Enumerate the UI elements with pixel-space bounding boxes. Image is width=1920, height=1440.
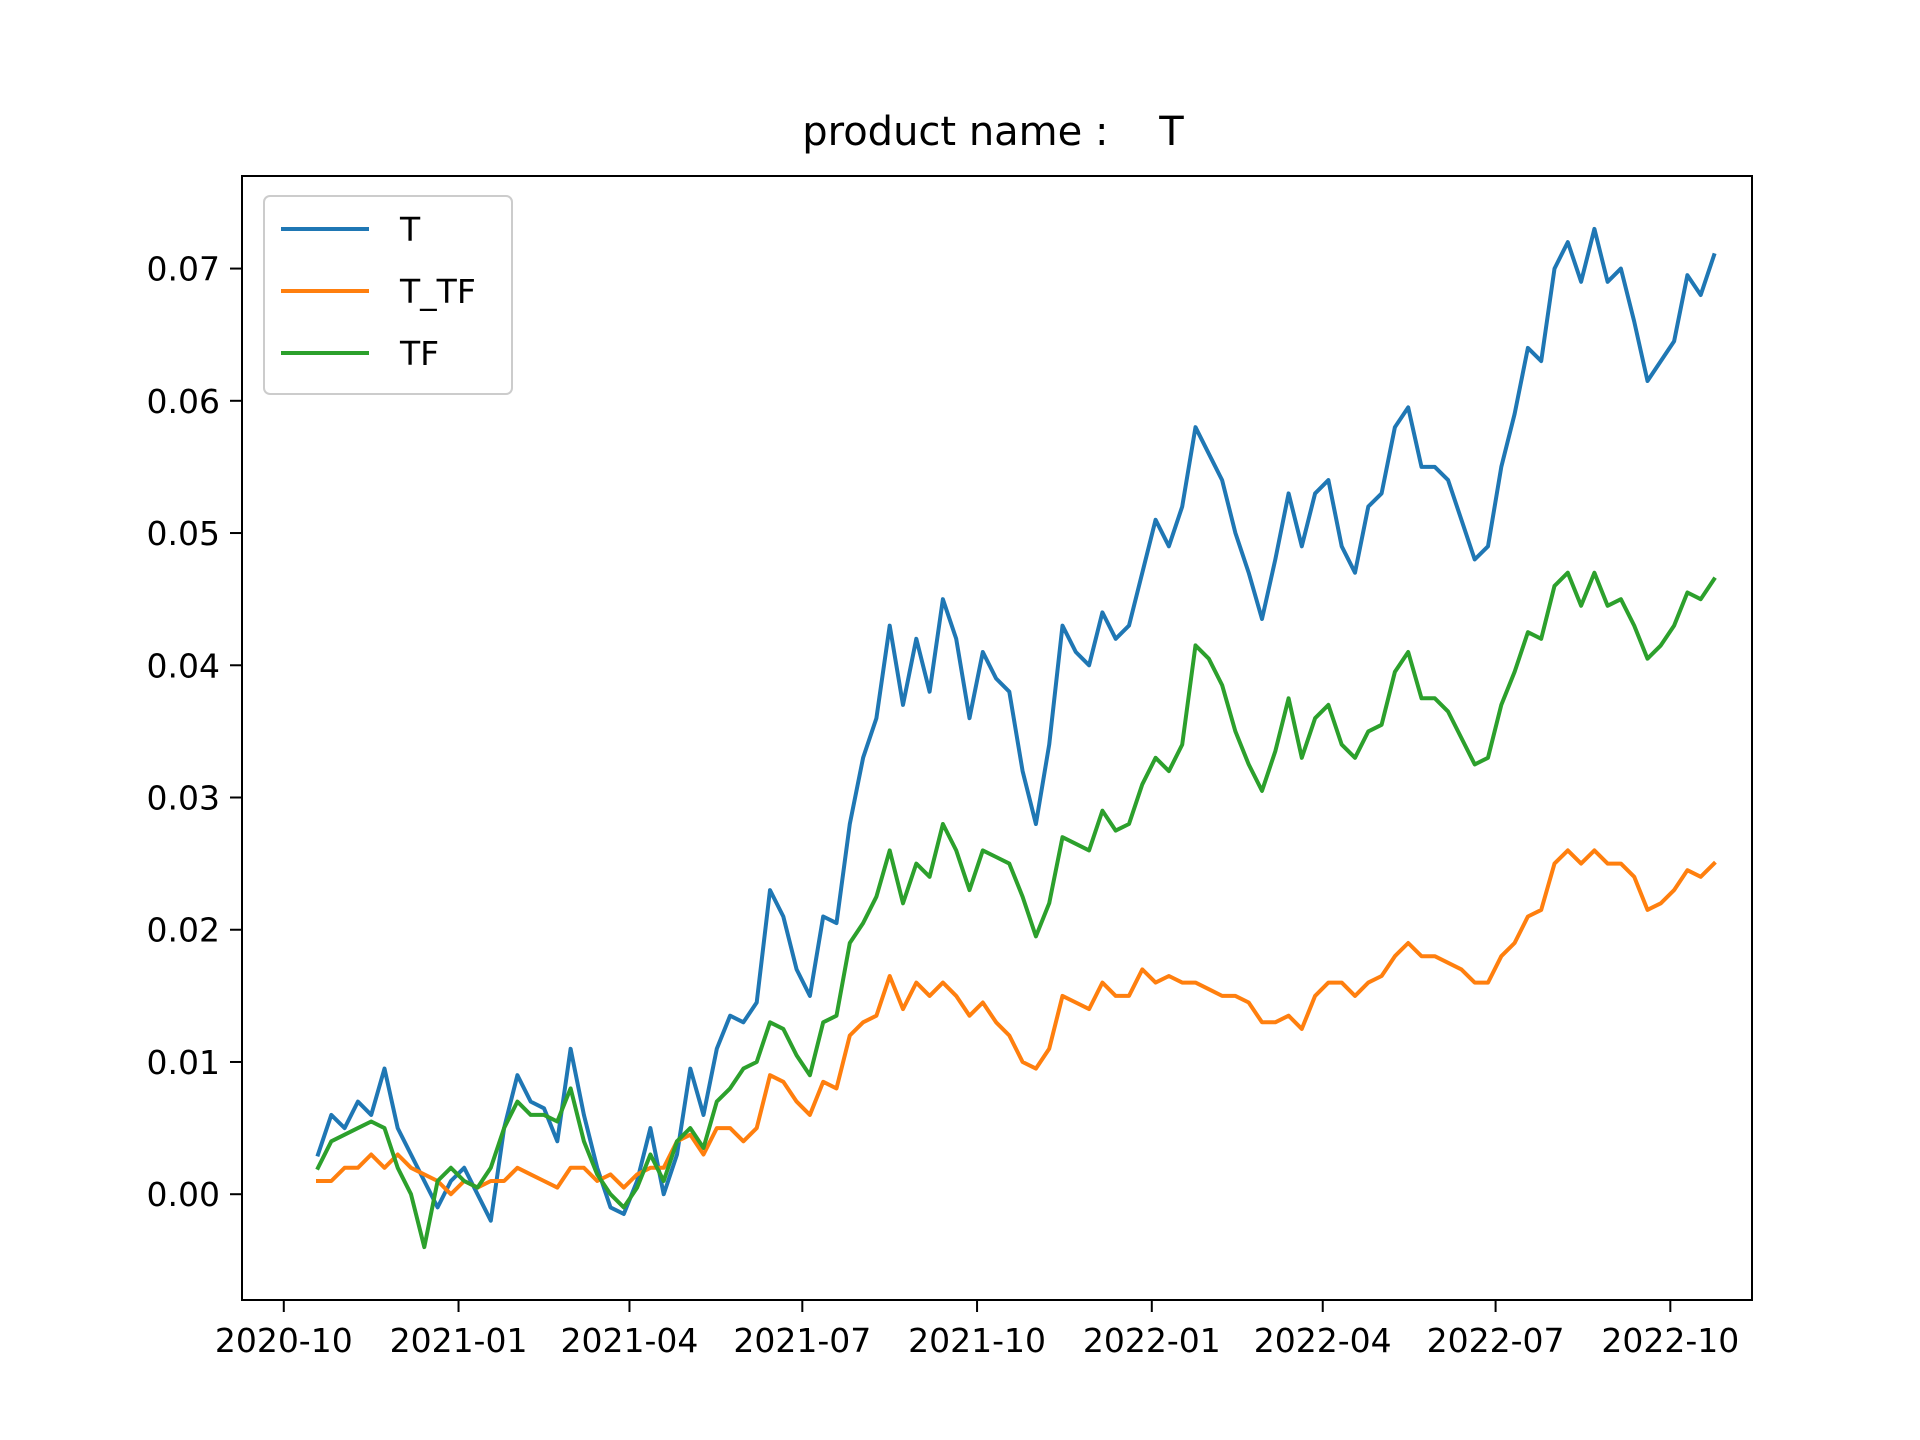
y-axis: 0.00 0.01 0.02 0.03 0.04 0.05 0.06 0.07 (147, 250, 242, 1214)
series-line-tf (315, 570, 1717, 1250)
x-tick-label: 2021-01 (390, 1321, 528, 1360)
y-tick-label: 0.01 (147, 1043, 220, 1082)
x-tick-label: 2022-01 (1083, 1321, 1221, 1360)
x-axis: 2020-10 2021-01 2021-04 2021-07 2021-10 2022-… (215, 1300, 1739, 1360)
legend-label: T (399, 210, 421, 249)
x-tick-label: 2022-04 (1254, 1321, 1392, 1360)
legend-entry: TF (281, 334, 439, 373)
x-tick-label: 2022-10 (1601, 1321, 1739, 1360)
y-tick-label: 0.05 (147, 514, 220, 553)
legend: T T_TF TF (263, 195, 513, 395)
y-tick-label: 0.04 (147, 646, 220, 685)
y-tick-label: 0.07 (147, 250, 220, 289)
series-line-t-tf (316, 848, 1717, 1197)
y-tick-label: 0.02 (147, 911, 220, 950)
legend-box (263, 195, 513, 395)
x-tick-label: 2022-07 (1427, 1321, 1565, 1360)
series-layer (315, 226, 1717, 1250)
x-tick-label: 2021-04 (561, 1321, 699, 1360)
x-tick-label: 2021-10 (908, 1321, 1046, 1360)
legend-label: T_TF (399, 272, 476, 311)
legend-entry: T (281, 210, 421, 249)
y-tick-label: 0.00 (147, 1175, 220, 1214)
x-tick-label: 2020-10 (215, 1321, 353, 1360)
y-tick-label: 0.03 (147, 779, 220, 818)
chart-title: product name : T (802, 109, 1184, 155)
y-tick-label: 0.06 (147, 382, 220, 421)
legend-label: TF (399, 334, 439, 373)
x-tick-label: 2021-07 (733, 1321, 871, 1360)
axes-frame (241, 175, 1753, 1301)
legend-entry: T_TF (281, 272, 476, 311)
series-line-t (315, 226, 1717, 1223)
